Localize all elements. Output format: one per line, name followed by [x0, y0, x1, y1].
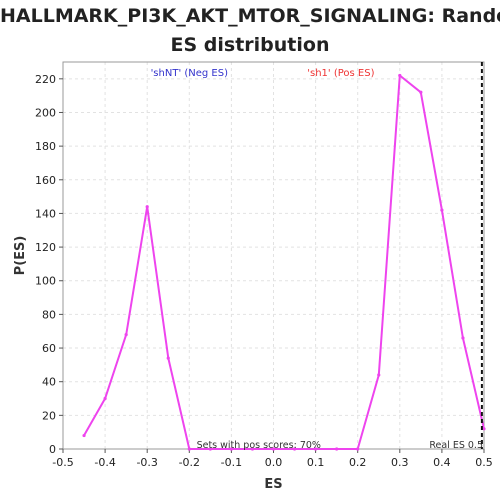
series-point: [314, 447, 318, 451]
series-point: [461, 336, 465, 340]
series-point: [440, 208, 444, 212]
series-point: [166, 356, 170, 360]
series-point: [398, 73, 402, 78]
x-tick-label: -0.3: [136, 456, 157, 469]
x-tick-label: -0.5: [52, 456, 73, 469]
series-point: [271, 447, 276, 451]
legend-pos-es: 'sh1' (Pos ES): [307, 68, 374, 79]
y-axis-title: P(ES): [13, 236, 28, 276]
series-point: [208, 447, 212, 451]
chart-title: HALLMARK_PI3K_AKT_MTOR_SIGNALING: Random…: [0, 2, 500, 60]
x-tick-label: 0.4: [433, 456, 451, 469]
series-point: [356, 447, 360, 451]
x-tick-label: -0.2: [179, 456, 200, 469]
x-tick-label: -0.1: [221, 456, 242, 469]
y-tick-label: 220: [35, 73, 56, 86]
x-tick-label: 0.5: [475, 456, 493, 469]
pos-scores-note: Sets with pos scores: 70%: [197, 440, 321, 451]
y-tick-label: 160: [35, 174, 56, 187]
real-es-label: Real ES 0.5: [429, 440, 483, 451]
legend-neg-es: 'shNT' (Neg ES): [151, 68, 229, 79]
series-point: [229, 447, 233, 451]
series-point: [82, 433, 86, 438]
series-point: [377, 373, 381, 377]
series-point: [124, 332, 128, 337]
y-tick-label: 80: [42, 308, 56, 321]
y-tick-label: 20: [42, 409, 56, 422]
x-tick-label: 0.3: [391, 456, 409, 469]
y-tick-label: 60: [42, 342, 56, 355]
y-tick-label: 140: [35, 207, 56, 220]
y-tick-label: 120: [35, 241, 56, 254]
x-tick-label: -0.4: [94, 456, 115, 469]
y-tick-label: 40: [42, 376, 56, 389]
grid: [62, 62, 485, 450]
series-point: [482, 427, 486, 431]
series-point: [419, 90, 423, 94]
series-layer: [82, 73, 486, 451]
series-line: [83, 74, 485, 450]
series-point: [335, 447, 339, 451]
x-tick-label: 0.2: [349, 456, 367, 469]
x-tick-label: 0.1: [307, 456, 325, 469]
y-tick-label: 0: [49, 443, 56, 456]
series-point: [250, 447, 255, 451]
chart-title-line-2: ES distribution: [170, 34, 330, 56]
y-tick-label: 100: [35, 275, 56, 288]
series-point: [103, 396, 107, 401]
chart-title-line-1: HALLMARK_PI3K_AKT_MTOR_SIGNALING: Random: [0, 5, 500, 27]
axis-ticks: -0.5 -0.4 -0.3 -0.2 -0.1 0.0 0.1 0.2 0.3 0.4 0.5 0 2…: [35, 73, 493, 469]
series-point: [292, 447, 297, 451]
series-point: [145, 205, 149, 209]
series-point: [187, 447, 191, 451]
y-tick-label: 200: [35, 106, 56, 119]
x-axis-title: ES: [264, 477, 282, 492]
y-tick-label: 180: [35, 140, 56, 153]
x-tick-label: 0.0: [265, 456, 283, 469]
